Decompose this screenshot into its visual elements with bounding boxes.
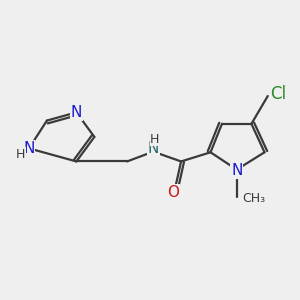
Text: Cl: Cl [270, 85, 286, 103]
Text: N: N [231, 163, 242, 178]
Text: N: N [71, 105, 82, 120]
Text: H: H [16, 148, 26, 161]
Text: O: O [167, 185, 179, 200]
Text: N: N [148, 141, 159, 156]
Text: N: N [23, 141, 34, 156]
Text: H: H [150, 133, 160, 146]
Text: CH₃: CH₃ [243, 192, 266, 205]
